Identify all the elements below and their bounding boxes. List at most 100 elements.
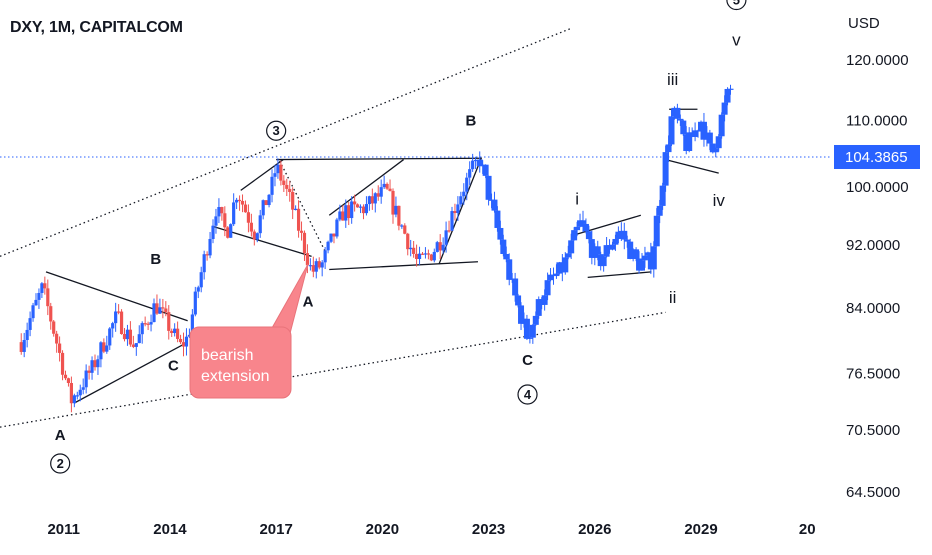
candle-body [184, 336, 189, 347]
callout-line-2: extension [201, 368, 270, 385]
candle-body [40, 283, 44, 293]
circled-wave-label: 3 [273, 123, 280, 138]
candle-body [341, 211, 345, 221]
candle-body [49, 306, 53, 322]
candle-body [299, 230, 304, 233]
candle-body [140, 323, 144, 335]
candle-body [515, 295, 522, 306]
callout-line-1: bearish [201, 347, 253, 364]
candle-body [255, 233, 259, 240]
candle-body [60, 352, 65, 375]
candle-body [214, 216, 218, 226]
candle-body [317, 261, 321, 268]
candle-body [205, 254, 209, 256]
candle-body [491, 199, 498, 211]
current-price-value: 104.3865 [845, 149, 908, 166]
bearish-extension-callout: bearish extension [189, 263, 309, 399]
candle-body [523, 318, 530, 339]
sub-wave-label: iii [667, 70, 678, 89]
candle-body [532, 315, 539, 325]
candle-body [149, 322, 153, 325]
candle-body [344, 205, 348, 221]
y-tick-label: 64.5000 [846, 484, 900, 501]
candle-body [323, 250, 327, 263]
circled-wave-label: 5 [733, 0, 740, 8]
wave-circle [517, 384, 538, 405]
trend-line [573, 214, 642, 236]
candle-body [223, 213, 227, 228]
candle-body [582, 223, 589, 232]
candle-body [46, 288, 50, 307]
trend-line [587, 271, 652, 279]
candle-body [235, 199, 239, 203]
candle-body [108, 328, 112, 346]
candle-body [208, 238, 212, 256]
candle-body [612, 238, 619, 245]
candle-body [229, 224, 233, 238]
candle-body [400, 225, 404, 227]
candle-body [409, 247, 413, 250]
candle-body [544, 280, 551, 296]
candle-body [426, 253, 430, 255]
candle-body [503, 253, 510, 260]
candle-body [594, 246, 601, 255]
trend-line [279, 160, 327, 253]
candle-body [273, 173, 277, 177]
candle-body [435, 242, 439, 252]
candle-body [99, 342, 103, 360]
trend-line [45, 271, 188, 322]
candle-body [712, 148, 719, 153]
candle-body [335, 219, 339, 237]
candle-body [420, 253, 425, 255]
candle-body [615, 231, 622, 239]
candle-body [600, 256, 607, 267]
candle-body [414, 253, 419, 260]
candle-body [143, 323, 147, 325]
candle-body [700, 121, 707, 140]
y-axis[interactable]: USD 120.0000 110.0000 100.0000 92.0000 84.00… [846, 15, 909, 501]
candle-body [621, 230, 628, 240]
candle-body [111, 323, 115, 329]
candle-body [264, 200, 268, 206]
candle-body [173, 328, 177, 334]
trend-line [74, 341, 188, 404]
chart-title: DXY, 1M, CAPITALCOM [10, 19, 183, 36]
candle-body [57, 343, 62, 353]
candle-body [376, 193, 380, 197]
candle-body [432, 251, 436, 261]
candle-body [314, 261, 318, 272]
candle-body [167, 312, 171, 331]
candle-body [22, 339, 26, 352]
candle-body [176, 328, 180, 339]
candle-body [406, 233, 410, 250]
candle-body [305, 253, 310, 266]
candle-body [302, 232, 307, 254]
candle-body [84, 370, 88, 388]
candle-body [423, 253, 428, 255]
candle-body [361, 206, 366, 214]
candle-body [417, 253, 422, 260]
y-tick-label: 70.5000 [846, 422, 900, 439]
y-tick-label: 120.0000 [846, 52, 909, 69]
candle-body [562, 257, 569, 273]
candle-body [656, 205, 663, 216]
x-tick-label: 2011 [47, 521, 80, 538]
candle-body [444, 230, 448, 245]
candle-body [347, 205, 351, 219]
candle-body [574, 226, 581, 231]
candle-body [146, 323, 150, 325]
candle-body [394, 205, 398, 215]
candle-body [217, 207, 221, 217]
x-tick-label: 2026 [578, 521, 611, 538]
candle-body [571, 230, 578, 241]
candle-body [497, 227, 504, 240]
candle-body [164, 308, 168, 313]
x-axis[interactable]: 2011 2014 2017 2020 2023 2026 2029 20 [47, 521, 815, 538]
candle-body [465, 177, 469, 192]
candle-body [462, 191, 466, 197]
candle-body [641, 255, 648, 261]
sub-wave-label: v [732, 31, 741, 50]
candle-body [727, 88, 734, 90]
